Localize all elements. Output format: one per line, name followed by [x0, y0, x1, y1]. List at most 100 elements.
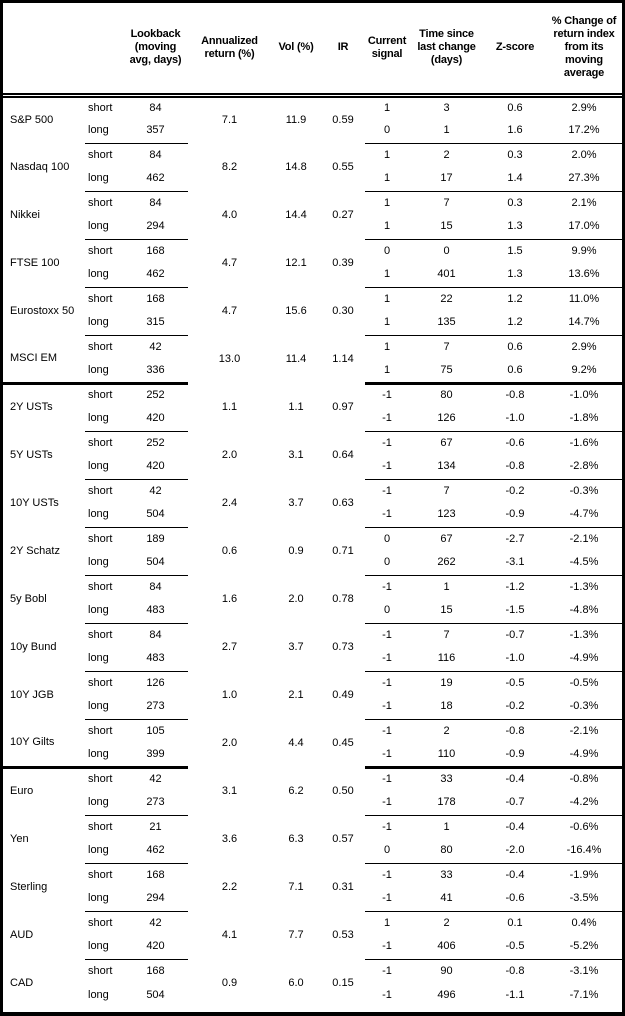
table-row-short: Nasdaq 100 short 84 8.2 14.8 0.55 1 2 0.…	[3, 143, 622, 173]
pct-change-value: -0.5%	[569, 676, 599, 689]
time-since-value: 116	[409, 647, 484, 672]
zscore-value: 1.3	[484, 263, 546, 288]
ir-value: 0.57	[332, 832, 354, 845]
lookback-value: 504	[123, 551, 188, 576]
current-signal-value: 1	[383, 196, 391, 209]
ir-value: 0.97	[332, 400, 354, 413]
table-row-short: FTSE 100 short 168 4.7 12.1 0.39 0 0 1.5…	[3, 239, 622, 269]
ir-value: 0.31	[332, 880, 354, 893]
horizon-label: long	[85, 407, 123, 432]
table-row-short: 10y Bund short 84 2.7 3.7 0.73 -1 7 -0.7…	[3, 623, 622, 653]
lookback-value: 273	[123, 695, 188, 720]
zscore-value: -0.8	[505, 724, 525, 737]
table-row-short: CAD short 168 0.9 6.0 0.15 -1 90 -0.8 -3…	[3, 959, 622, 989]
asset-name: 2Y USTs	[10, 401, 53, 414]
table-row-short: Eurostoxx 50 short 168 4.7 15.6 0.30 1 2…	[3, 287, 622, 317]
asset-name: Nikkei	[10, 208, 40, 221]
pct-change-value: -0.3%	[569, 484, 599, 497]
horizon-label: short	[88, 773, 113, 786]
horizon-label: short	[88, 724, 113, 737]
current-signal-value: 1	[365, 263, 409, 288]
zscore-value: -1.0	[484, 647, 546, 672]
current-signal-value: -1	[382, 484, 392, 497]
current-signal-value: -1	[365, 455, 409, 480]
vol-value: 4.4	[288, 736, 304, 749]
current-signal-value: -1	[382, 964, 392, 977]
time-since-value: 67	[440, 436, 453, 449]
current-signal-value: 1	[365, 215, 409, 240]
pct-change-value: 11.0%	[568, 292, 600, 305]
pct-change-value: -3.1%	[569, 964, 599, 977]
current-signal-value: -1	[382, 868, 392, 881]
zscore-value: 0.6	[507, 340, 523, 353]
current-signal-value: 1	[365, 311, 409, 336]
horizon-label: short	[88, 244, 113, 257]
table-row-short: 2Y Schatz short 189 0.6 0.9 0.71 0 67 -2…	[3, 527, 622, 557]
time-since-value: 135	[409, 311, 484, 336]
horizon-label: long	[85, 119, 123, 144]
horizon-label: long	[85, 503, 123, 528]
lookback-value: 399	[123, 743, 188, 769]
horizon-label: long	[85, 695, 123, 720]
pct-change-value: -1.9%	[569, 868, 599, 881]
lookback-value: 252	[146, 436, 165, 449]
asset-name: FTSE 100	[10, 256, 60, 269]
vol-value: 12.1	[285, 256, 307, 269]
time-since-value: 1	[443, 580, 450, 593]
annualized-return-value: 2.2	[221, 880, 238, 893]
ir-value: 0.55	[332, 160, 354, 173]
current-signal-value: 1	[383, 916, 391, 929]
time-since-value: 401	[409, 263, 484, 288]
col-header-zscore: Z-score	[484, 3, 546, 98]
table-row-short: 10Y JGB short 126 1.0 2.1 0.49 -1 19 -0.…	[3, 671, 622, 701]
annualized-return-value: 7.1	[221, 113, 238, 126]
zscore-value: -1.0	[484, 407, 546, 432]
vol-value: 2.0	[288, 592, 304, 605]
horizon-label: short	[88, 436, 113, 449]
lookback-value: 420	[123, 407, 188, 432]
pct-change-value: -0.8%	[569, 773, 599, 786]
current-signal-value: -1	[382, 628, 392, 641]
pct-change-value: -4.7%	[546, 503, 622, 528]
time-since-value: 134	[409, 455, 484, 480]
lookback-value: 294	[123, 215, 188, 240]
zscore-value: -3.1	[484, 551, 546, 576]
time-since-value: 0	[443, 244, 450, 257]
vol-value: 2.1	[288, 688, 304, 701]
table-row-short: Nikkei short 84 4.0 14.4 0.27 1 7 0.3 2.…	[3, 191, 622, 221]
zscore-value: -2.7	[505, 532, 525, 545]
table-row-short: 5Y USTs short 252 2.0 3.1 0.64 -1 67 -0.…	[3, 431, 622, 461]
ir-value: 0.59	[332, 113, 354, 126]
time-since-value: 33	[440, 868, 453, 881]
col-header-ir: IR	[321, 3, 365, 98]
annualized-return-value: 2.7	[221, 640, 238, 653]
zscore-value: -0.6	[505, 436, 525, 449]
pct-change-value: -1.8%	[546, 407, 622, 432]
time-since-value: 2	[443, 148, 450, 161]
table-row-long: long 420 -1 126 -1.0 -1.8%	[3, 407, 622, 432]
current-signal-value: -1	[382, 773, 392, 786]
asset-name: Nasdaq 100	[10, 160, 70, 173]
horizon-label: long	[85, 647, 123, 672]
pct-change-value: -4.9%	[546, 647, 622, 672]
annualized-return-value: 4.0	[221, 208, 238, 221]
time-since-value: 80	[409, 839, 484, 864]
horizon-label: short	[88, 389, 113, 402]
table-row-long: long 273 -1 178 -0.7 -4.2%	[3, 791, 622, 816]
horizon-label: long	[88, 988, 109, 1001]
vol-value: 11.9	[285, 113, 307, 126]
lookback-value: 483	[123, 599, 188, 624]
annualized-return-value: 8.2	[221, 160, 238, 173]
time-since-value: 2	[443, 916, 450, 929]
pct-change-value: 13.6%	[546, 263, 622, 288]
horizon-label: long	[85, 263, 123, 288]
vol-value: 3.1	[288, 448, 304, 461]
ir-value: 0.30	[332, 304, 354, 317]
lookback-value: 84	[149, 580, 162, 593]
horizon-label: long	[85, 839, 123, 864]
lookback-value: 483	[123, 647, 188, 672]
lookback-value: 294	[123, 887, 188, 912]
table-body: S&P 500 short 84 7.1 11.9 0.59 1 3 0.6 2…	[3, 95, 622, 1007]
time-since-value: 7	[443, 628, 450, 641]
lookback-value: 42	[149, 484, 162, 497]
